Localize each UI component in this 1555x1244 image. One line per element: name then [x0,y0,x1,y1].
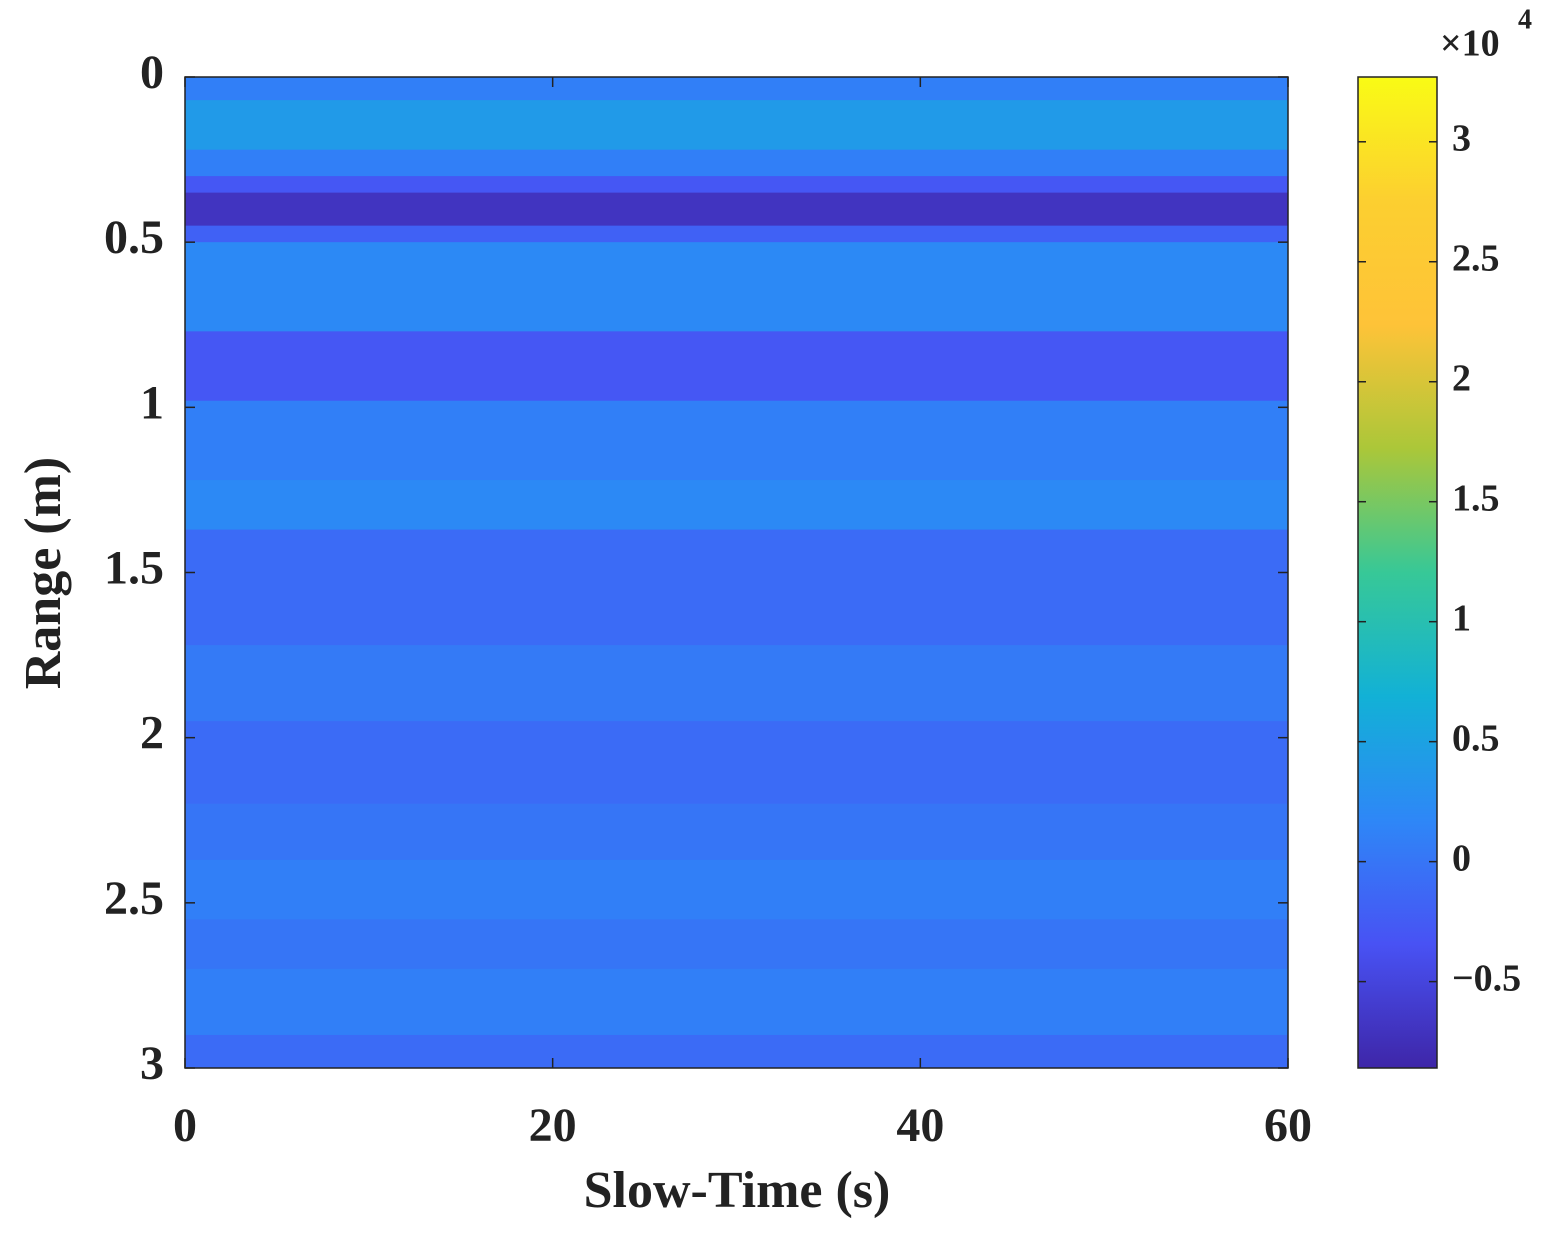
heat-cell [185,77,1288,101]
colorbar-tick-label: 1 [1452,597,1471,639]
heat-cell [185,192,1288,227]
colorbar-tick-label: 2.5 [1452,237,1500,279]
y-tick-label: 1 [140,376,164,429]
heat-cell [185,645,1288,722]
heat-cell [185,149,1288,177]
heat-cell [185,331,1288,402]
colorbar-multiplier: ×10 [1440,23,1500,65]
x-tick-label: 0 [173,1099,197,1152]
x-tick-label: 40 [896,1099,944,1152]
colorbar [1357,76,1438,1069]
y-tick-label: 2.5 [104,872,164,925]
heat-cell [185,242,1288,332]
heat-cell [185,803,1288,861]
x-axis-label: Slow-Time (s) [584,1162,891,1219]
heat-cell [185,919,1288,970]
x-tick-label: 20 [529,1099,577,1152]
colorbar-exponent: 4 [1518,4,1532,35]
heat-cell [185,176,1288,194]
heat-cell [185,225,1288,243]
heat-cell [185,1034,1288,1069]
y-tick-label: 0 [140,46,164,99]
y-tick-label: 1.5 [104,542,164,595]
heat-cell [185,100,1288,151]
colorbar-tick-label: 1.5 [1452,477,1500,519]
y-tick-label: 2 [140,707,164,760]
colorbar-tick-label: 0 [1452,837,1471,879]
colorbar-tick-label: −0.5 [1452,957,1521,999]
y-tick-label: 3 [140,1037,164,1090]
heat-cell [185,968,1288,1036]
heat-cell [185,721,1288,805]
colorbar-tick-label: 2 [1452,357,1471,399]
heat-cell [185,400,1288,481]
x-tick-label: 60 [1264,1099,1312,1152]
heat-cell [185,529,1288,646]
y-tick-label: 0.5 [104,211,164,264]
heat-cell [185,480,1288,531]
heat-cell [185,859,1288,920]
colorbar-tick-label: 3 [1452,118,1471,160]
colorbar-tick-label: 0.5 [1452,717,1500,759]
y-axis-label: Range (m) [15,457,72,690]
